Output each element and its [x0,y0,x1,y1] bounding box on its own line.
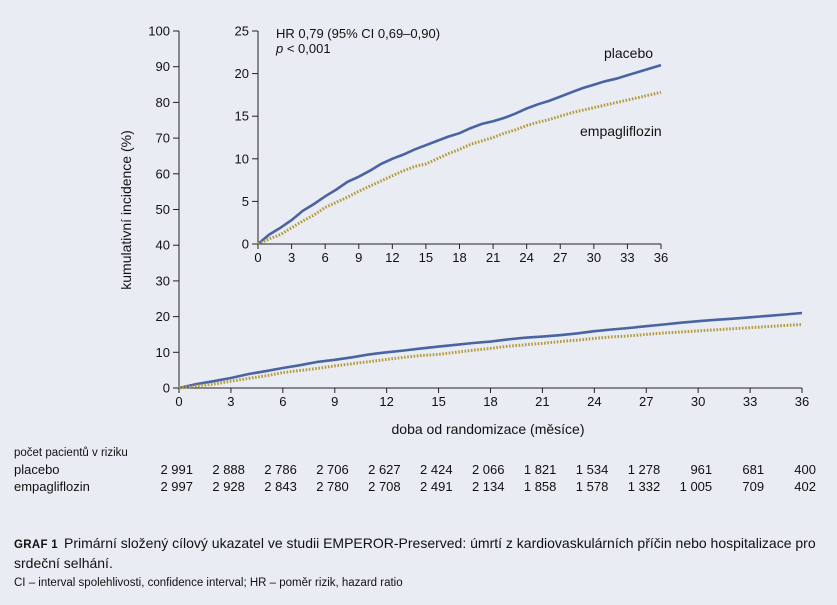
inset-label-placebo: placebo [604,45,653,61]
inset-x-tick-label: 18 [452,250,466,265]
inset-lines [257,63,662,246]
risk-value: 2 997 [160,479,193,494]
main-x-tick-label: 27 [639,394,653,409]
main-x-axis-label: doba od randomizace (měsíce) [392,421,585,437]
risk-value: 2 706 [316,462,349,477]
risk-value: 1 578 [575,479,609,494]
risk-value: 2 888 [212,462,245,477]
km-chart: 0 3 6 9 12 15 18 21 24 27 30 33 36010203040506070809… [118,24,809,438]
main-x-tick-label: 21 [535,394,549,409]
inset-line-placebo [257,63,662,245]
risk-value: 1 534 [575,462,609,477]
risk-table: počet pacientů v riziku placebo 2 991 2 8… [14,447,824,496]
main-y-tick-label: 40 [156,238,170,253]
risk-value: 2 424 [420,462,453,477]
footnote: CI – interval spolehlivosti, confidence … [14,577,403,589]
risk-value: 1 005 [679,479,713,494]
inset-x-tick-label: 27 [553,250,567,265]
inset-x-tick-label: 15 [419,250,433,265]
main-y-tick-label: 20 [156,309,170,324]
risk-value: 2 843 [264,479,297,494]
risk-value: 681 [742,462,765,477]
inset-label-empagliflozin: empagliflozin [580,123,662,139]
main-y-tick-label: 10 [156,345,170,360]
main-x-tick-label: 33 [743,394,757,409]
risk-value: 1 858 [523,479,557,494]
caption-label: GRAF 1 [14,539,58,551]
inset-x-tick-label: 0 [254,250,261,265]
risk-row-name: placebo [14,462,60,477]
inset-y-tick-label: 10 [235,151,249,166]
inset-x-tick-label: 9 [355,250,362,265]
main-x-tick-label: 0 [175,394,182,409]
main-x-tick-label: 9 [331,394,338,409]
risk-value: 2 134 [471,479,505,494]
inset-line-empagliflozin [257,90,662,246]
main-y-tick-label: 60 [156,166,170,181]
risk-value: 2 786 [264,462,297,477]
risk-value: 1 821 [523,462,557,477]
inset-y-tick-label: 15 [235,109,249,124]
main-x-tick-label: 18 [483,394,497,409]
main-x-tick-label: 30 [691,394,705,409]
inset-x-tick-label: 12 [385,250,399,265]
main-x-tick-label: 24 [587,394,601,409]
inset-x-tick-label: 24 [519,250,533,265]
main-axes: 0 3 6 9 12 15 18 21 24 27 30 33 36010203040506070809… [148,24,809,410]
risk-value: 2 780 [316,479,349,494]
main-y-tick-label: 50 [156,202,170,217]
inset-x-tick-label: 36 [654,250,668,265]
inset-x-tick-label: 21 [486,250,500,265]
main-line-empagliflozin [178,323,803,390]
risk-value: 1 332 [627,479,661,494]
risk-table-title: počet pacientů v riziku [14,447,128,459]
main-x-tick-label: 3 [227,394,234,409]
risk-value: 2 708 [368,479,401,494]
inset-y-tick-label: 0 [242,237,249,252]
risk-value: 961 [690,462,713,477]
main-x-tick-label: 36 [795,394,809,409]
risk-row-empagliflozin: empagliflozin 2 997 2 928 2 843 2 780 2 708 2… [14,479,824,496]
main-x-tick-label: 6 [279,394,286,409]
main-y-tick-label: 100 [148,24,170,39]
risk-value: 709 [742,479,765,494]
main-y-tick-label: 80 [156,95,170,110]
inset-y-tick-label: 5 [242,194,249,209]
risk-value: 400 [794,462,816,477]
main-y-axis-label: kumulativní incidence (%) [118,130,134,290]
inset-x-tick-label: 3 [288,250,295,265]
main-y-tick-label: 90 [156,59,170,74]
inset-annotation-hr: HR 0,79 (95% CI 0,69–0,90) [276,26,440,41]
inset-x-tick-label: 6 [322,250,329,265]
main-y-tick-label: 70 [156,131,170,146]
risk-value: 402 [794,479,816,494]
risk-value: 2 066 [471,462,505,477]
risk-row-name: empagliflozin [14,479,90,494]
inset-x-tick-label: 33 [620,250,634,265]
main-y-tick-label: 0 [163,381,170,396]
inset-y-tick-label: 25 [235,24,249,39]
inset-y-tick-label: 20 [235,66,249,81]
main-x-tick-label: 15 [431,394,445,409]
risk-value: 2 627 [368,462,401,477]
inset-x-tick-label: 30 [587,250,601,265]
risk-value: 1 278 [627,462,661,477]
inset-annotation-p: p < 0,001 [275,41,331,56]
main-y-tick-label: 30 [156,273,170,288]
main-line-placebo [178,311,803,390]
main-lines [178,311,803,390]
risk-value: 2 991 [160,462,193,477]
caption-text: Primární složený cílový ukazatel ve stud… [14,535,816,571]
figure-caption: GRAF 1 Primární složený cílový ukazatel v… [14,534,824,572]
risk-value: 2 491 [420,479,453,494]
risk-row-placebo: placebo 2 991 2 888 2 786 2 706 2 627 2 424 2 … [14,462,824,479]
main-x-tick-label: 12 [379,394,393,409]
risk-value: 2 928 [212,479,245,494]
